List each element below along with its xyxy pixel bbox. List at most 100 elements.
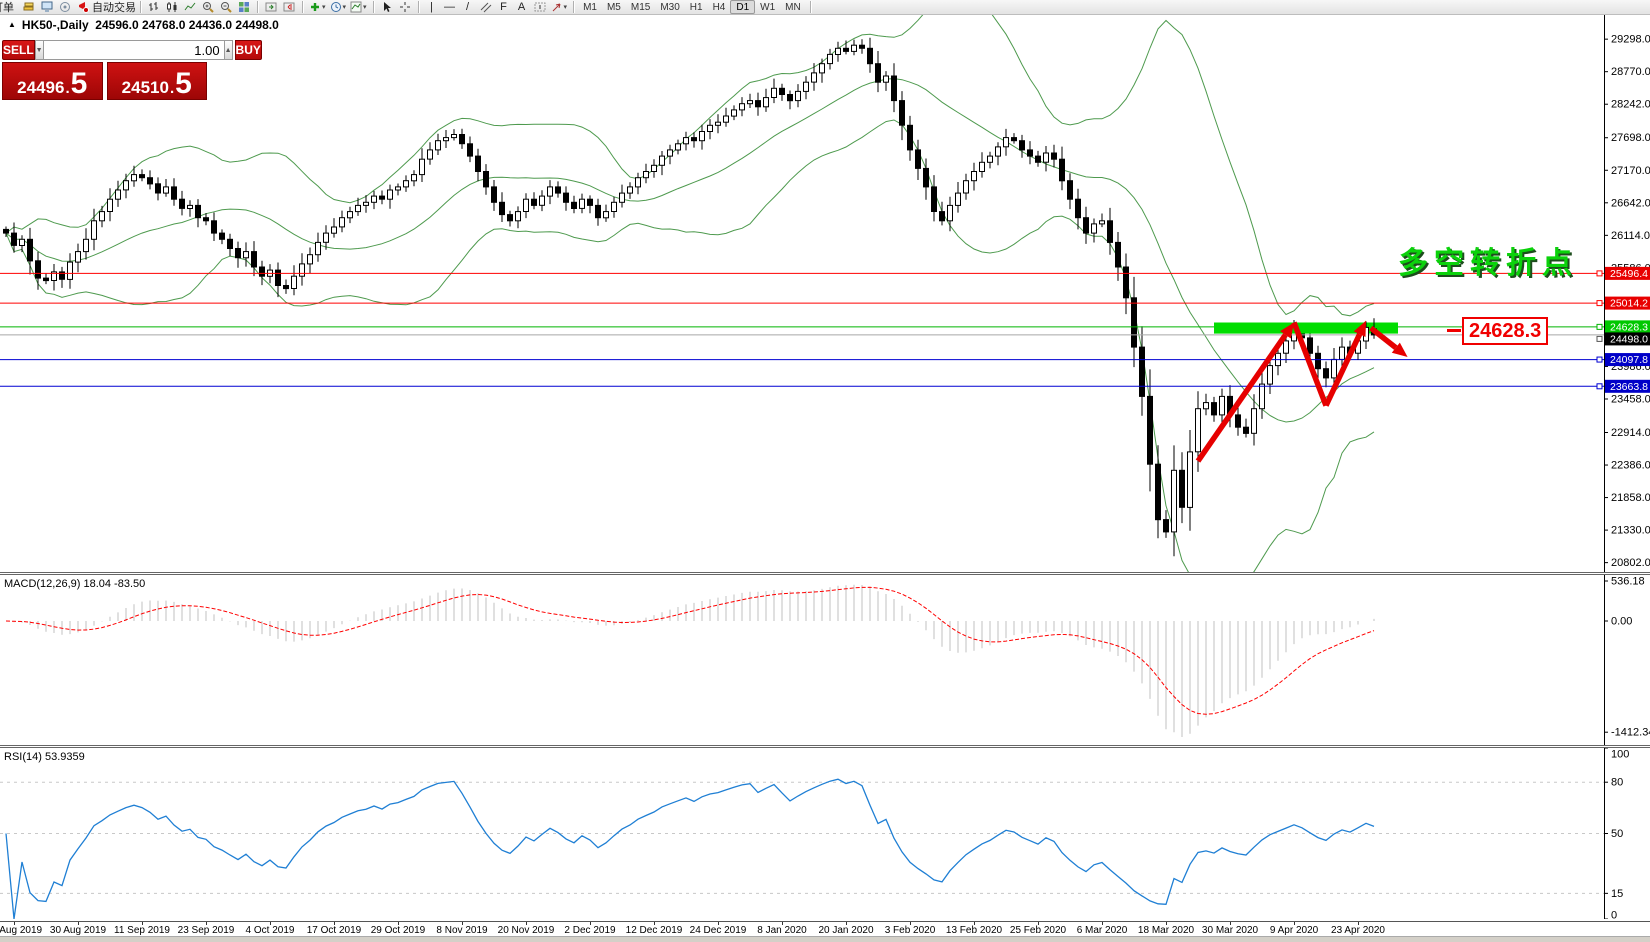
toolbar-separator (302, 1, 303, 13)
tile-windows-icon[interactable] (235, 0, 253, 14)
zoom-in-icon[interactable] (199, 0, 217, 14)
arrows-tool[interactable]: ▾ (549, 0, 570, 14)
red-arrow-segment[interactable] (1291, 321, 1329, 407)
sell-button[interactable]: SELL (2, 40, 35, 60)
price-annotation-box[interactable]: 24628.3 (1462, 317, 1549, 345)
periods-caret-icon: ▾ (342, 4, 347, 11)
macd-pane[interactable]: 536.18 0.00 -1412.34 (0, 575, 1650, 745)
candle-body (971, 171, 977, 182)
vertical-line-tool[interactable]: | (430, 1, 433, 13)
candle-body (459, 134, 465, 145)
indicators-icon[interactable]: ▾ (307, 0, 328, 14)
horizontal-line-tool[interactable]: — (444, 1, 456, 13)
red-arrow-head[interactable] (1353, 320, 1366, 337)
rsi-label: RSI(14) 53.9359 (4, 751, 85, 763)
timeframe-button-M1[interactable]: M1 (583, 1, 597, 13)
pane-separator[interactable] (0, 572, 1650, 575)
pane-separator[interactable] (0, 745, 1650, 748)
level-marker-square[interactable] (1596, 300, 1603, 307)
chart-shift-icon[interactable] (280, 0, 298, 14)
date-label: 6 Mar 2020 (1076, 925, 1128, 936)
oct-collapse-icon[interactable]: ▲ (8, 20, 16, 29)
line-chart-icon[interactable] (181, 0, 199, 14)
new-order-label[interactable]: 订单 (0, 2, 14, 14)
timeframe-button-H1[interactable]: H1 (689, 1, 703, 13)
level-marker-square[interactable] (1596, 356, 1603, 363)
terminal-icon[interactable] (38, 0, 56, 14)
date-tick (334, 922, 335, 925)
candle-body (1267, 365, 1273, 385)
date-label: 12 Dec 2019 (625, 925, 683, 936)
auto-scroll-icon[interactable] (262, 0, 280, 14)
candle-body (1307, 337, 1313, 354)
market-watch-icon[interactable] (56, 0, 74, 14)
candle-body (275, 269, 281, 287)
new-order-icon[interactable] (20, 0, 38, 14)
autotrading-label[interactable]: 自动交易 (92, 2, 136, 14)
red-arrow-segment[interactable] (1195, 333, 1288, 463)
timeframe-button-W1[interactable]: W1 (760, 1, 776, 13)
turning-point-annotation[interactable]: 多空转折点 (1398, 247, 1578, 280)
sell-price-panel[interactable]: 24496 . 5 (2, 62, 103, 100)
date-tick (206, 922, 207, 925)
level-marker-square[interactable] (1596, 270, 1603, 277)
level-marker-square[interactable] (1596, 383, 1603, 390)
volume-input[interactable] (43, 40, 224, 60)
candle-body (427, 149, 433, 160)
autotrading-icon[interactable] (74, 0, 92, 14)
timeframe-button-H4[interactable]: H4 (712, 1, 726, 13)
volume-up-spinner[interactable]: ▲ (223, 40, 233, 60)
crosshair-icon[interactable] (396, 0, 414, 14)
candle-body (1259, 383, 1265, 410)
periods-icon[interactable]: ▾ (328, 0, 349, 14)
level-marker-square[interactable] (1596, 335, 1603, 342)
templates-icon[interactable]: ▾ (348, 0, 369, 14)
fibonacci-tool[interactable]: F (500, 1, 507, 13)
toolbar-separator (573, 1, 575, 13)
text-tool[interactable]: A (517, 1, 526, 13)
trendline-tool[interactable]: / (466, 1, 470, 13)
time-axis[interactable]: 20 Aug 2019 30 Aug 2019 11 Sep 2019 23 Sep … (0, 921, 1650, 936)
buy-price-panel[interactable]: 24510 . 5 (106, 62, 207, 100)
red-arrow-segment[interactable] (1323, 333, 1363, 407)
rsi-pane[interactable]: 100 80 50 15 0 (0, 748, 1650, 919)
price-tick-label: 23458.0 (1611, 393, 1650, 405)
red-arrow-head[interactable] (1280, 322, 1294, 339)
candle-body (1211, 402, 1217, 416)
price-level-badge-label: 24628.3 (1610, 321, 1648, 333)
candle-body (1171, 469, 1177, 533)
red-arrow-segment[interactable] (1369, 325, 1398, 350)
zoom-out-icon[interactable] (217, 0, 235, 14)
candle-body (195, 204, 201, 219)
label-tool[interactable] (531, 0, 549, 14)
bar-chart-icon[interactable] (145, 0, 163, 14)
date-tick (590, 922, 591, 925)
candle-body (139, 174, 145, 179)
candle-body (835, 47, 841, 55)
timeframe-button-M15[interactable]: M15 (630, 1, 651, 13)
candle-body (715, 121, 721, 126)
candle-body (1315, 352, 1321, 370)
candlestick-chart-icon[interactable] (163, 0, 181, 14)
channel-tool[interactable] (477, 0, 495, 14)
timeframe-button-D1[interactable]: D1 (730, 0, 756, 14)
candle-body (155, 183, 161, 194)
candle-body (1323, 368, 1329, 379)
candle-body (291, 275, 297, 290)
buy-button[interactable]: BUY (234, 40, 262, 60)
cursor-icon[interactable] (378, 0, 396, 14)
resistance-zone-rectangle[interactable] (1214, 322, 1398, 334)
timeframe-button-M30[interactable]: M30 (660, 1, 680, 13)
ohlc-values: 24596.0 24768.0 24436.0 24498.0 (95, 18, 279, 32)
candle-body (539, 195, 545, 206)
red-arrow-head[interactable] (1391, 342, 1408, 357)
volume-down-spinner[interactable]: ▼ (34, 40, 44, 60)
main-chart-pane[interactable]: 29298.0 28770.0 28242.0 27698.0 27170.0 26642… (0, 15, 1650, 572)
level-marker-square[interactable] (1596, 323, 1603, 330)
price-tick-label: 26642.0 (1611, 197, 1650, 209)
candle-body (915, 149, 921, 169)
buy-price-dot: . (169, 80, 175, 97)
timeframe-button-MN[interactable]: MN (785, 1, 801, 13)
date-tick (142, 922, 143, 925)
timeframe-button-M5[interactable]: M5 (606, 1, 621, 13)
